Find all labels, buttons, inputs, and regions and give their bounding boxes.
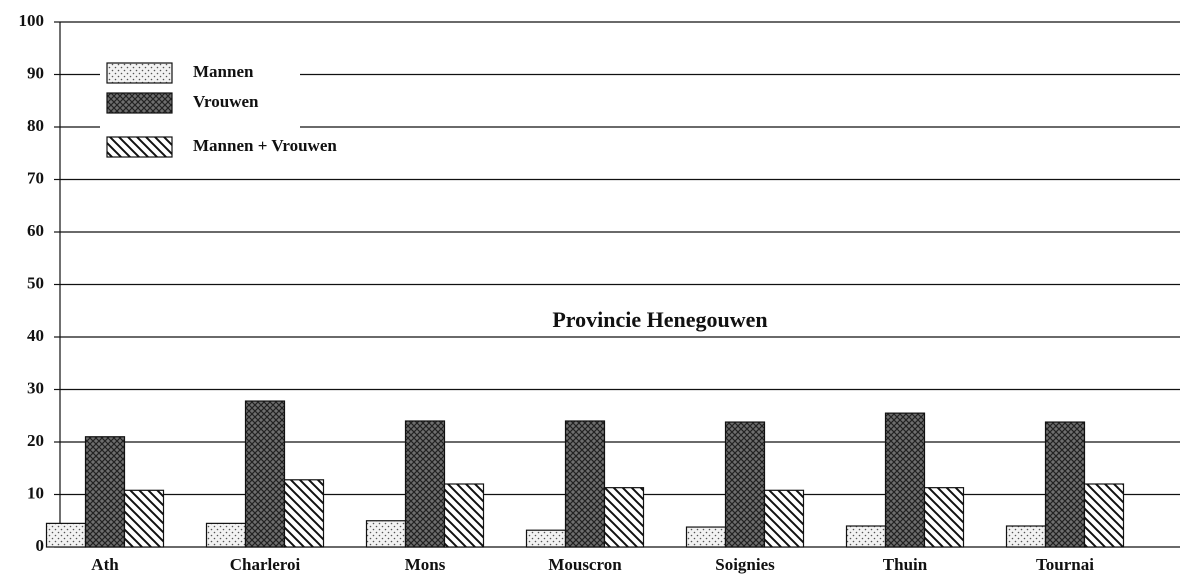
chart-title: Provincie Henegouwen (552, 307, 767, 332)
y-tick-label: 80 (27, 116, 44, 135)
bar (845, 525, 887, 548)
legend-swatch (106, 136, 173, 158)
y-tick-label: 60 (27, 221, 44, 240)
y-tick-label: 90 (27, 63, 44, 82)
bar (45, 522, 87, 548)
x-tick-label: Mouscron (548, 555, 622, 574)
bar (123, 489, 165, 548)
legend-label: Mannen + Vrouwen (193, 136, 337, 155)
legend-swatch (106, 62, 173, 84)
bar (923, 487, 965, 548)
bar (685, 526, 727, 548)
bar (525, 529, 567, 548)
y-tick-label: 100 (19, 11, 45, 30)
legend-label: Mannen (193, 62, 254, 81)
bar (244, 400, 286, 548)
y-tick-label: 30 (27, 378, 44, 397)
bar (84, 436, 126, 548)
bar (884, 412, 926, 548)
x-tick-label: Mons (405, 555, 446, 574)
bar (724, 421, 766, 548)
y-tick-label: 20 (27, 431, 44, 450)
x-tick-label: Ath (91, 555, 119, 574)
legend-label: Vrouwen (193, 92, 259, 111)
bar (205, 522, 247, 548)
bar (443, 483, 485, 548)
bar (1044, 421, 1086, 548)
x-tick-label: Thuin (883, 555, 928, 574)
y-tick-label: 10 (27, 483, 44, 502)
bar (564, 420, 606, 548)
legend-swatch (106, 92, 173, 114)
bar (603, 487, 645, 548)
bar (404, 420, 446, 548)
x-tick-label: Tournai (1036, 555, 1094, 574)
bar (763, 489, 805, 548)
bar (1083, 483, 1125, 548)
y-tick-label: 0 (36, 536, 45, 555)
bar (283, 479, 325, 548)
x-tick-label: Soignies (715, 555, 775, 574)
y-tick-label: 40 (27, 326, 44, 345)
y-tick-label: 70 (27, 168, 44, 187)
y-tick-label: 50 (27, 273, 44, 292)
bar (365, 520, 407, 548)
x-tick-label: Charleroi (230, 555, 301, 574)
bar (1005, 525, 1047, 548)
